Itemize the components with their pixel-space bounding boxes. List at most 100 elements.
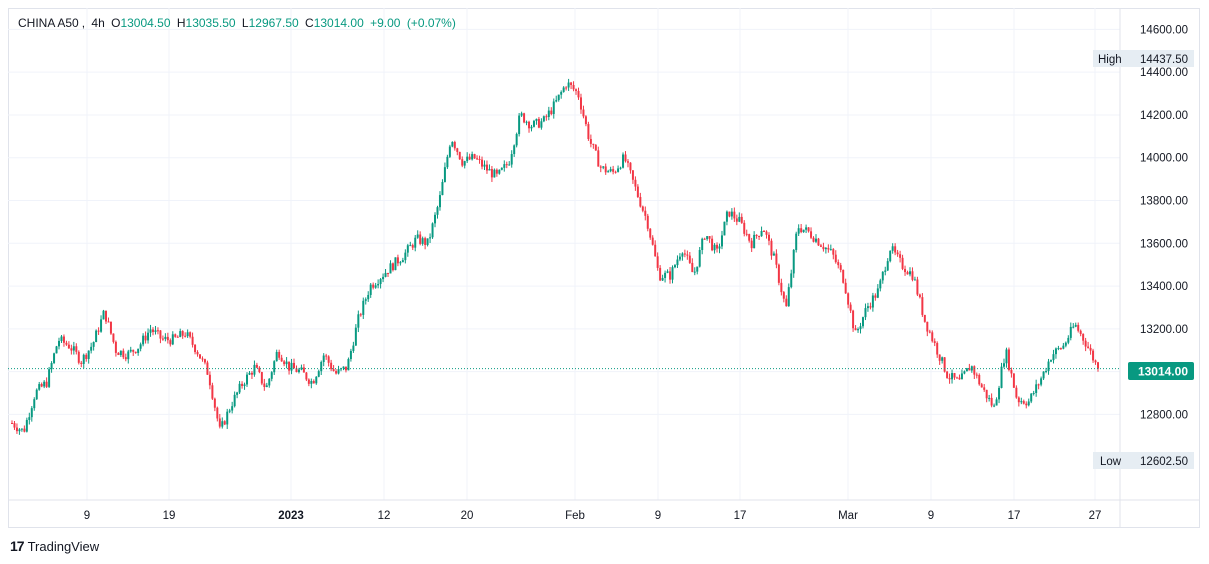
candle-down <box>807 227 810 233</box>
candle-body <box>1074 324 1077 327</box>
candle-down <box>852 309 855 332</box>
candle-body <box>11 422 13 424</box>
candle-body <box>349 350 352 360</box>
candle-body <box>733 211 736 219</box>
candle-down <box>1022 399 1025 405</box>
x-tick-label: 17 <box>1008 510 1021 522</box>
candle-body <box>928 331 931 333</box>
candle-body <box>295 368 298 373</box>
candle-body <box>208 374 211 386</box>
candle-body <box>478 159 481 161</box>
low-label: L <box>241 16 249 30</box>
candle-body <box>852 310 855 329</box>
candle-body <box>651 237 654 245</box>
candle-up <box>540 118 543 130</box>
candle-body <box>468 156 471 160</box>
candle-down <box>629 162 632 174</box>
candle-body <box>379 279 382 285</box>
candle-down <box>597 146 600 167</box>
candle-down <box>767 232 770 246</box>
candle-body <box>817 238 820 246</box>
candle-body <box>894 246 897 253</box>
candle-up <box>753 231 756 249</box>
candle-body <box>458 151 461 160</box>
candle-up <box>723 221 726 236</box>
candle-up <box>664 270 667 283</box>
candle-up <box>275 349 278 362</box>
candle-body <box>703 238 706 240</box>
candle-down <box>11 420 13 424</box>
candle-down <box>263 378 266 391</box>
candle-body <box>384 272 387 277</box>
candle-body <box>414 237 417 248</box>
candle-up <box>53 352 56 365</box>
candle-body <box>936 342 939 355</box>
candle-body <box>147 332 150 341</box>
candle-up <box>701 237 704 255</box>
candle-up <box>409 241 412 247</box>
candle-body <box>607 171 610 173</box>
candle-body <box>745 233 748 235</box>
candle-up <box>1005 347 1008 368</box>
candle-body <box>448 146 451 157</box>
candle-body <box>1084 340 1087 347</box>
candle-up <box>510 150 513 168</box>
candle-body <box>713 244 716 251</box>
candle-body <box>899 254 902 258</box>
chart-canvas[interactable]: 12800.0013000.0013200.0013400.0013600.00… <box>8 8 1200 528</box>
candle-body <box>426 238 429 245</box>
candle-down <box>740 213 743 224</box>
candle-body <box>268 378 271 386</box>
candle-up <box>238 380 241 395</box>
candle-down <box>656 252 659 271</box>
candle-body <box>889 250 892 262</box>
candle-body <box>1015 387 1018 398</box>
tradingview-logo[interactable]: 17 TradingView <box>10 538 99 554</box>
y-tick-label: 14000.00 <box>1140 153 1188 165</box>
candle-down <box>194 344 197 355</box>
candle-down <box>288 361 291 375</box>
tradingview-logo-icon: 17 <box>10 538 25 554</box>
interval-label[interactable]: 4h <box>91 16 105 30</box>
high-tag-value: 14437.50 <box>1140 54 1188 66</box>
candle-up <box>352 341 355 353</box>
candle-down <box>688 251 691 265</box>
candle-down <box>641 205 644 213</box>
chart-frame[interactable] <box>8 8 1200 528</box>
candle-body <box>951 373 954 380</box>
candle-up <box>25 417 28 433</box>
candle-up <box>1030 393 1033 404</box>
candle-down <box>948 373 951 384</box>
candle-body <box>137 348 140 353</box>
candle-body <box>520 113 523 116</box>
candle-up <box>547 106 550 121</box>
candle-up <box>374 282 377 289</box>
candle-body <box>570 82 573 86</box>
candle-up <box>38 381 41 391</box>
candle-body <box>243 384 246 386</box>
candle-down <box>711 235 714 252</box>
candle-body <box>97 330 100 332</box>
candle-up <box>446 154 449 169</box>
candle-body <box>983 387 986 390</box>
candle-body <box>72 346 75 351</box>
candle-down <box>13 421 16 430</box>
candle-down <box>1087 341 1090 349</box>
candle-body <box>67 344 70 349</box>
candle-body <box>681 253 684 257</box>
candle-body <box>656 256 659 268</box>
symbol-name[interactable]: CHINA A50 <box>18 16 79 30</box>
candle-up <box>322 353 325 367</box>
candle-body <box>523 113 526 123</box>
candle-body <box>678 256 681 260</box>
candle-down <box>584 115 587 127</box>
candle-up <box>1020 397 1023 405</box>
candle-body <box>337 369 340 374</box>
candle-body <box>671 267 674 280</box>
candle-body <box>23 428 26 432</box>
candle-up <box>265 382 268 388</box>
candle-body <box>550 110 553 115</box>
candle-down <box>817 237 820 246</box>
candle-body <box>199 354 202 359</box>
candle-down <box>211 382 214 401</box>
